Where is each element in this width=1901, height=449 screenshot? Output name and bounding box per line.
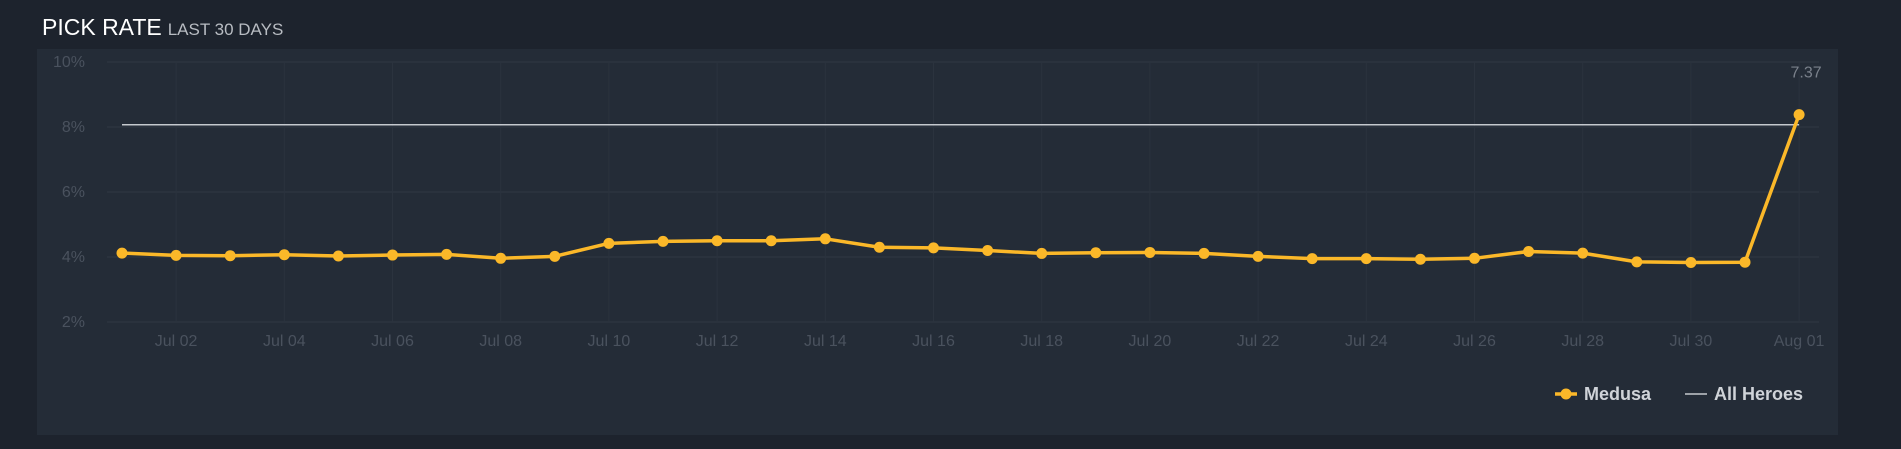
y-tick-label: 4%: [62, 249, 85, 266]
annotation-layer: 7.37: [1791, 65, 1822, 82]
data-point-medusa[interactable]: [657, 235, 669, 247]
y-axis-ticks: 2% 4% 6% 8% 10%: [53, 54, 85, 331]
data-point-medusa[interactable]: [1631, 256, 1643, 268]
data-point-medusa[interactable]: [928, 242, 939, 254]
x-tick-label: Aug 01: [1774, 333, 1825, 350]
pick-rate-chart: 2%4%6%8%10% Jul 02 Jul 04 Jul 06 Jul 08 Jul …: [53, 54, 1825, 404]
data-point-medusa[interactable]: [711, 235, 723, 247]
chart-legend: Medusa All Heroes: [1555, 384, 1803, 404]
x-tick-label: Jul 10: [588, 333, 631, 350]
series-layer: [116, 109, 1805, 269]
data-point-medusa[interactable]: [873, 241, 885, 253]
data-point-medusa[interactable]: [278, 249, 290, 261]
data-point-medusa[interactable]: [1360, 253, 1372, 265]
legend-item-all-heroes[interactable]: All Heroes: [1685, 384, 1803, 404]
x-tick-label: Jul 24: [1345, 333, 1388, 350]
data-point-medusa[interactable]: [332, 250, 344, 262]
data-point-medusa[interactable]: [1090, 247, 1102, 259]
data-point-medusa[interactable]: [441, 248, 453, 260]
data-point-medusa[interactable]: [603, 237, 615, 249]
x-tick-label: Jul 02: [155, 333, 198, 350]
data-point-medusa[interactable]: [1577, 247, 1589, 259]
x-tick-label: Jul 14: [804, 333, 847, 350]
chart-panel: 2% 4% 6% 8% 10% Jul 02 Jul 04 Jul 06 Jul 08 Jul …: [37, 49, 1838, 435]
chart-header: PICK RATE LAST 30 DAYS: [42, 14, 283, 41]
x-tick-label: Jul 12: [696, 333, 739, 350]
data-point-medusa[interactable]: [765, 235, 777, 247]
data-point-medusa[interactable]: [1306, 253, 1318, 265]
data-point-medusa[interactable]: [387, 249, 398, 261]
data-point-medusa[interactable]: [1144, 246, 1156, 258]
x-tick-label: Jul 28: [1561, 333, 1604, 350]
chart-title: PICK RATE: [42, 14, 162, 40]
legend-item-medusa[interactable]: Medusa: [1555, 384, 1652, 404]
data-point-medusa[interactable]: [1036, 247, 1048, 259]
x-tick-label: Jul 30: [1670, 333, 1713, 350]
series-line-medusa: [121, 114, 1801, 265]
chart-subtitle: LAST 30 DAYS: [167, 20, 284, 39]
x-tick-label: Jul 20: [1129, 333, 1172, 350]
data-point-medusa[interactable]: [1198, 247, 1210, 259]
x-tick-label: Jul 16: [912, 333, 955, 350]
x-tick-label: Jul 22: [1237, 333, 1280, 350]
x-tick-label: Jul 06: [371, 333, 414, 350]
data-point-medusa[interactable]: [1469, 252, 1480, 264]
data-point-medusa[interactable]: [1739, 256, 1751, 268]
y-tick-label: 8%: [62, 119, 85, 136]
annotation-label: 7.37: [1791, 65, 1822, 82]
data-point-medusa[interactable]: [224, 250, 236, 262]
x-tick-label: Jul 08: [479, 333, 522, 350]
data-point-medusa[interactable]: [982, 245, 994, 256]
data-point-medusa[interactable]: [495, 252, 507, 264]
y-tick-label: 6%: [62, 184, 85, 201]
x-axis-ticks: Jul 02 Jul 04 Jul 06 Jul 08 Jul 10 Jul 12 Jul …: [155, 333, 1825, 350]
data-point-medusa[interactable]: [1523, 245, 1535, 257]
y-tick-label: 2%: [62, 314, 85, 331]
data-point-medusa[interactable]: [1685, 257, 1697, 269]
data-point-medusa[interactable]: [1252, 250, 1264, 262]
data-point-medusa[interactable]: [116, 247, 128, 259]
x-tick-label: Jul 04: [263, 333, 306, 350]
data-point-medusa[interactable]: [170, 249, 182, 261]
legend-swatch-marker: [1560, 388, 1572, 400]
chart-grid: [107, 61, 1819, 323]
data-point-medusa[interactable]: [1414, 253, 1426, 265]
data-point-medusa[interactable]: [819, 233, 831, 245]
x-tick-label: Jul 26: [1453, 333, 1496, 350]
data-point-medusa[interactable]: [549, 250, 561, 262]
y-tick-label: 10%: [53, 54, 85, 71]
x-tick-label: Jul 18: [1020, 333, 1063, 350]
data-point-medusa[interactable]: [1793, 109, 1805, 121]
legend-label-all-heroes: All Heroes: [1714, 384, 1803, 404]
legend-label-medusa: Medusa: [1584, 384, 1652, 404]
